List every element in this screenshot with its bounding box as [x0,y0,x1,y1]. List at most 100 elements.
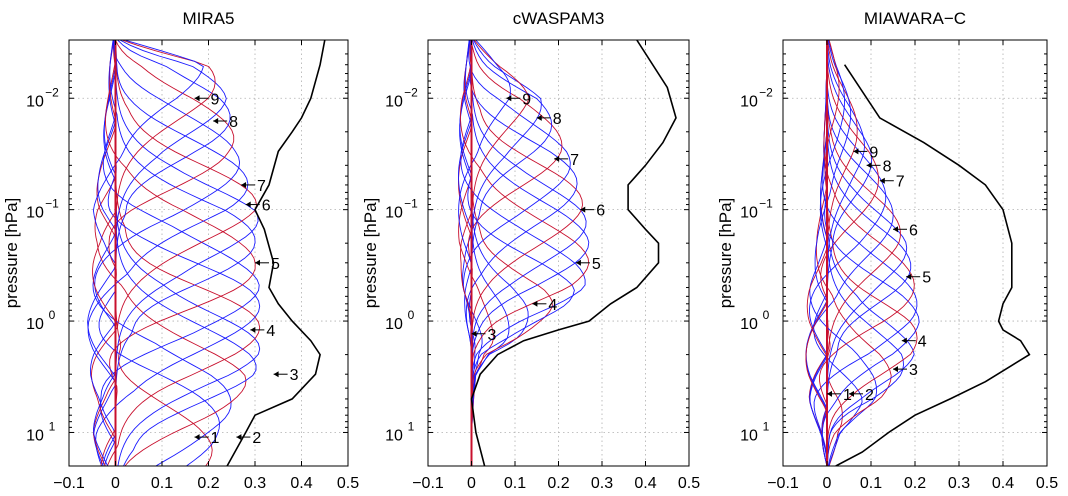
y-tick-exponent: −1 [45,197,59,211]
x-tick-label: 0.1 [504,475,526,492]
x-tick-label: 0.2 [904,475,926,492]
svg-text:5: 5 [271,256,280,273]
annotation-1: 1 [194,430,220,447]
kernel-line [92,40,232,466]
kernel-line [99,40,260,466]
annotation-5: 5 [575,256,601,273]
kernel-line [92,40,204,466]
panel-title: cWASPAM3 [513,9,605,28]
annotation-7: 7 [241,178,266,195]
kernel-line [92,40,235,466]
svg-text:9: 9 [522,91,531,108]
kernel-line [805,40,894,466]
annotation-6: 6 [580,203,605,220]
x-tick-label: 0.2 [197,475,219,492]
kernel-line [458,40,511,466]
x-tick-label: 0.1 [151,475,173,492]
panel-title: MIAWARA−C [864,9,966,28]
y-tick-label: 10 [26,93,44,110]
x-tick-label: 0.2 [547,475,569,492]
annotation-4: 4 [250,323,275,340]
kernel-line [805,40,865,466]
panel-title: MIRA5 [183,9,235,28]
svg-text:4: 4 [548,297,557,314]
annotation-1: 1 [827,387,852,404]
svg-text:7: 7 [570,152,579,169]
annotation-3: 3 [893,362,918,379]
svg-text:7: 7 [257,178,266,195]
y-tick-exponent: −2 [45,85,59,99]
annotation-2: 2 [849,387,874,404]
y-tick-label: 10 [385,427,403,444]
svg-text:6: 6 [262,198,271,215]
annotation-8: 8 [536,111,562,128]
y-tick-exponent: 0 [49,308,56,322]
svg-text:6: 6 [909,222,918,239]
y-tick-label: 10 [385,93,403,110]
y-tick-exponent: −2 [404,85,418,99]
annotation-6: 6 [893,222,918,239]
y-tick-exponent: 1 [49,419,56,433]
kernels [805,40,1031,466]
x-tick-label: 0.3 [948,475,970,492]
y-tick-label: 10 [740,205,758,222]
y-tick-exponent: −1 [404,197,418,211]
x-tick-label: 0.5 [678,475,700,492]
y-axis-label: pressure [hPa] [2,198,21,309]
svg-text:9: 9 [869,144,878,161]
kernel-line [458,40,510,466]
x-tick-label: 0.1 [860,475,882,492]
svg-text:2: 2 [252,430,261,447]
x-tick-label: 0.4 [290,475,312,492]
svg-text:8: 8 [883,158,892,175]
kernel-line [106,40,261,466]
svg-text:5: 5 [592,256,601,273]
y-tick-exponent: 0 [763,308,770,322]
svg-text:9: 9 [211,91,220,108]
y-tick-label: 10 [385,316,403,333]
kernel-line [93,40,259,466]
measurement-response-line [470,40,677,466]
y-tick-label: 10 [385,205,403,222]
annotation-6: 6 [245,198,271,215]
y-tick-label: 10 [26,427,44,444]
y-tick-exponent: −2 [759,85,773,99]
y-tick-exponent: 1 [763,419,770,433]
svg-text:7: 7 [896,174,905,191]
kernels [87,40,326,466]
y-tick-label: 10 [740,93,758,110]
annotation-4: 4 [532,297,557,314]
x-tick-label: 0.4 [992,475,1014,492]
svg-text:3: 3 [488,327,497,344]
measurement-response-line [226,40,326,466]
svg-text:6: 6 [596,203,605,220]
svg-text:8: 8 [553,111,562,128]
x-tick-label: 0.3 [244,475,266,492]
x-tick-label: 0.5 [337,475,359,492]
kernel-line [809,40,873,466]
kernel-line [97,40,257,466]
y-tick-label: 10 [740,427,758,444]
y-tick-exponent: 1 [408,419,415,433]
panel-2: −0.1 0 0.1 0.2 0.3 0.4 0.510−210−1100101cWASPA… [361,9,700,492]
annotation-5: 5 [255,256,280,273]
svg-text:4: 4 [918,334,927,351]
annotation-4: 4 [901,334,927,351]
panel-1: −0.1 0 0.1 0.2 0.3 0.4 0.510−210−1100101MIRA5p… [2,9,359,492]
svg-text:4: 4 [266,323,275,340]
svg-text:3: 3 [290,367,299,384]
kernel-line [459,40,529,466]
annotation-9: 9 [506,91,531,108]
kernel-line [458,40,494,466]
x-tick-label: 0.4 [634,475,656,492]
measurement-response-line [835,64,1031,466]
annotation-3: 3 [471,327,497,344]
kernel-line [470,40,553,466]
panel-3: −0.1 0 0.1 0.2 0.3 0.4 0.510−210−1100101MIAWAR… [716,9,1058,492]
x-tick-label: 0.3 [591,475,613,492]
annotation-9: 9 [853,144,878,161]
kernels [458,40,677,466]
y-tick-exponent: −1 [759,197,773,211]
y-tick-label: 10 [26,205,44,222]
annotation-5: 5 [906,270,931,287]
